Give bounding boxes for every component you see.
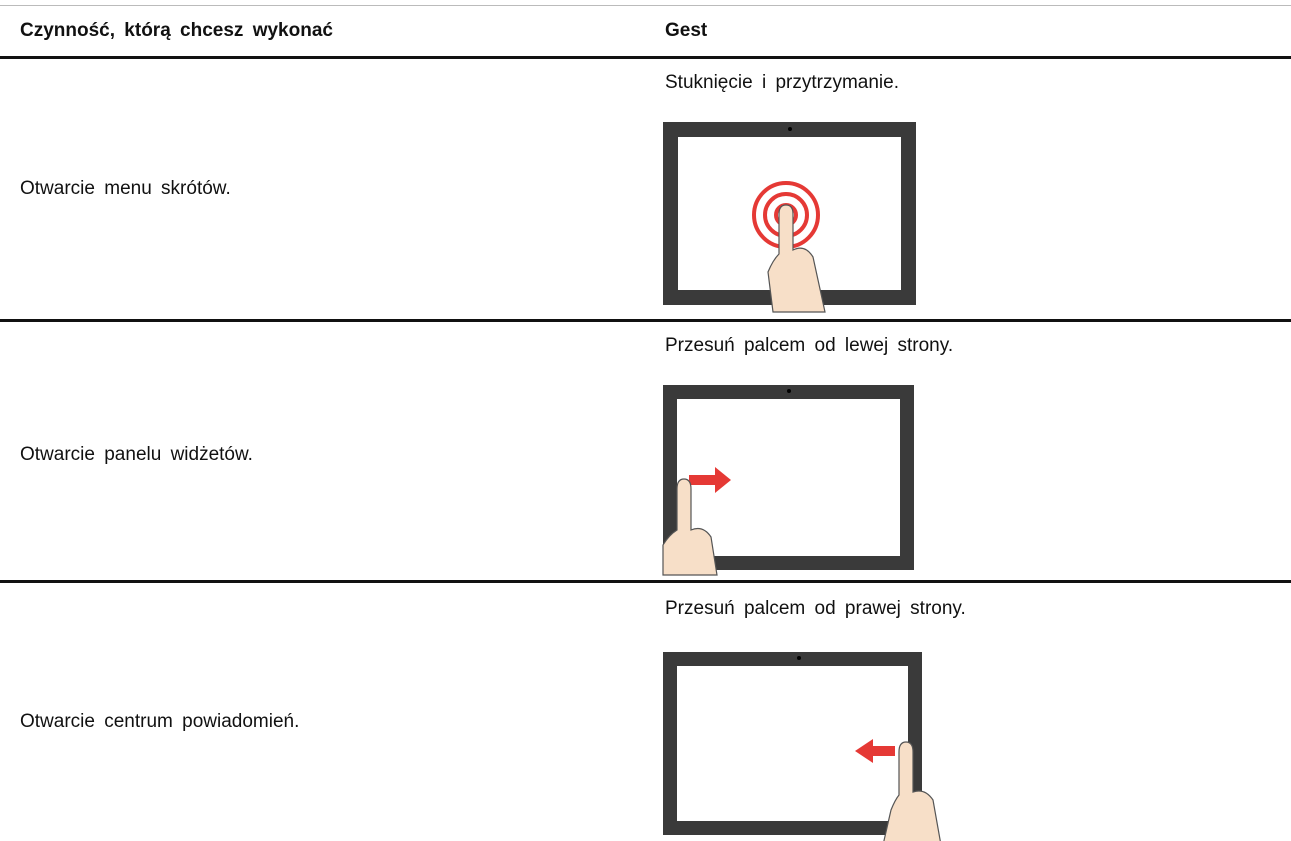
tap-hold-illustration: [663, 122, 916, 313]
header-cell: Czynność, którą chcesz wykonać: [20, 20, 333, 41]
action-cell: Otwarcie centrum powiadomień.: [20, 711, 300, 732]
row-rule: [0, 319, 1291, 322]
top-rule: [0, 5, 1291, 6]
gesture-cell: Przesuń palcem od prawej strony.: [665, 598, 966, 619]
header-rule: [0, 56, 1291, 59]
swipe-left-edge-illustration: [662, 385, 914, 576]
gesture-cell: Przesuń palcem od lewej strony.: [665, 335, 954, 356]
row-rule: [0, 580, 1291, 583]
gesture-cell: Stuknięcie i przytrzymanie.: [665, 72, 899, 93]
swipe-right-edge-illustration: [663, 652, 941, 841]
action-cell: Otwarcie panelu widżetów.: [20, 444, 253, 465]
header-cell: Gest: [665, 20, 708, 41]
action-cell: Otwarcie menu skrótów.: [20, 178, 231, 199]
